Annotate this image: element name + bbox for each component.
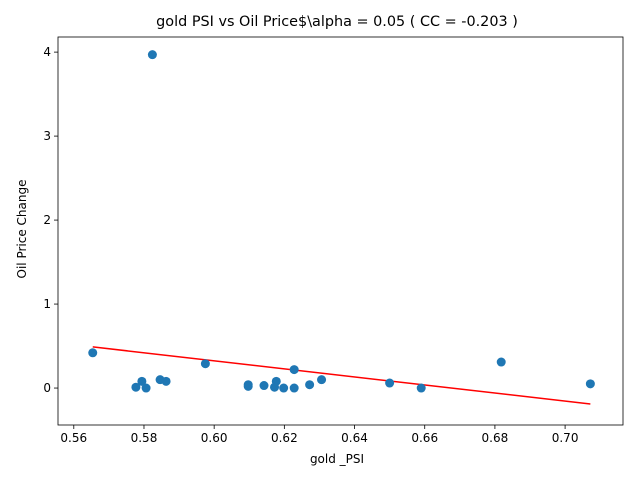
data-point xyxy=(131,382,141,392)
data-point xyxy=(147,50,157,60)
data-point xyxy=(88,348,98,358)
x-axis-ticks: 0.56 0.58 0.60 0.62 0.64 0.66 0.68 0.70 xyxy=(60,425,578,445)
data-point xyxy=(585,379,595,389)
y-axis-ticks: 0 1 2 3 4 xyxy=(43,45,58,395)
y-tick-label: 3 xyxy=(43,129,51,143)
y-axis-label: Oil Price Change xyxy=(15,180,29,279)
data-point xyxy=(317,375,327,385)
x-tick-label: 0.62 xyxy=(271,431,298,445)
data-point xyxy=(416,383,426,393)
data-point xyxy=(305,380,315,390)
x-tick-label: 0.70 xyxy=(552,431,579,445)
data-point xyxy=(161,376,171,386)
x-tick-label: 0.60 xyxy=(201,431,228,445)
x-axis-label: gold _PSI xyxy=(310,452,364,466)
data-point xyxy=(200,359,210,369)
data-point xyxy=(279,383,289,393)
y-tick-label: 0 xyxy=(43,381,51,395)
data-point xyxy=(385,378,395,388)
plot-frame xyxy=(57,36,624,426)
scatter-points xyxy=(88,50,595,393)
y-tick-label: 2 xyxy=(43,213,51,227)
y-tick-label: 4 xyxy=(43,45,51,59)
data-point xyxy=(271,376,281,386)
data-point xyxy=(137,376,147,386)
data-point xyxy=(141,383,151,393)
x-tick-label: 0.56 xyxy=(60,431,87,445)
x-tick-label: 0.66 xyxy=(411,431,438,445)
data-point xyxy=(243,380,253,390)
x-tick-label: 0.64 xyxy=(341,431,368,445)
data-point xyxy=(289,383,299,393)
chart-title: gold PSI vs Oil Price$\alpha = 0.05 ( CC… xyxy=(156,14,518,30)
y-tick-label: 1 xyxy=(43,297,51,311)
regression-line xyxy=(92,346,591,405)
x-tick-label: 0.58 xyxy=(131,431,158,445)
data-point xyxy=(259,381,269,391)
regression-line-layer xyxy=(92,346,591,405)
x-tick-label: 0.68 xyxy=(482,431,509,445)
data-point xyxy=(496,357,506,367)
data-point xyxy=(289,365,299,375)
plot-area xyxy=(57,36,624,426)
